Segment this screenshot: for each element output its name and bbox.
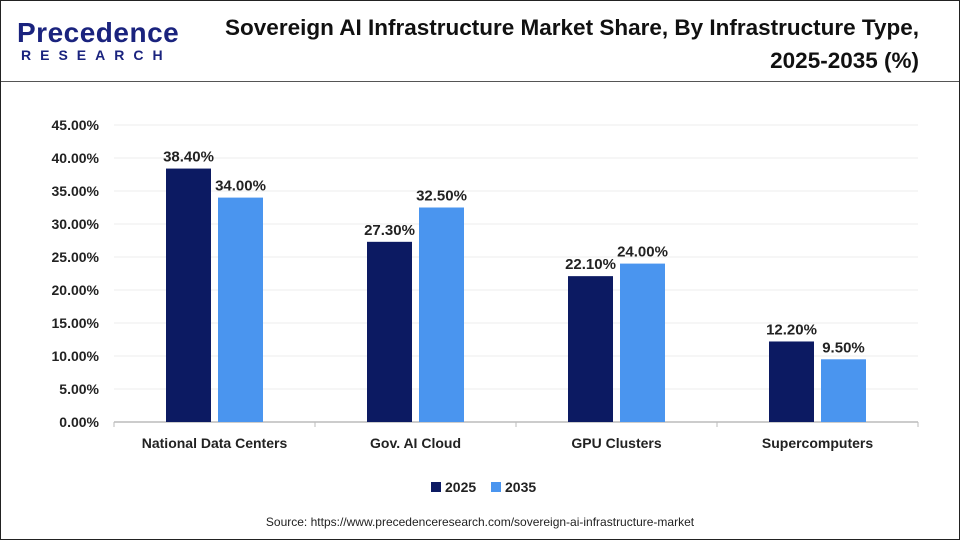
y-tick-label: 15.00% xyxy=(52,315,100,331)
y-tick-label: 40.00% xyxy=(52,150,100,166)
bar-2025 xyxy=(568,276,613,422)
data-label: 12.20% xyxy=(766,321,817,338)
y-tick-label: 45.00% xyxy=(52,117,100,133)
bar-2035 xyxy=(218,197,263,422)
legend-label: 2035 xyxy=(505,479,536,495)
x-tick-label: National Data Centers xyxy=(142,435,288,451)
y-tick-label: 0.00% xyxy=(59,414,99,430)
x-tick-label: GPU Clusters xyxy=(571,435,661,451)
bar-2025 xyxy=(166,168,211,422)
data-label: 38.40% xyxy=(163,149,214,166)
data-label: 27.30% xyxy=(364,222,415,239)
y-tick-label: 20.00% xyxy=(52,282,100,298)
logo: Precedence RESEARCH xyxy=(17,17,180,64)
y-tick-label: 35.00% xyxy=(52,183,100,199)
legend-swatch-2035 xyxy=(491,482,501,492)
bar-2035 xyxy=(419,207,464,422)
data-label: 32.50% xyxy=(416,188,467,205)
bar-2025 xyxy=(769,341,814,422)
data-label: 34.00% xyxy=(215,178,266,195)
bar-2025 xyxy=(367,241,412,422)
header-divider xyxy=(1,81,959,82)
x-tick-label: Supercomputers xyxy=(762,435,873,451)
logo-name: Precedence xyxy=(17,17,180,48)
bar-2035 xyxy=(620,263,665,422)
data-label: 9.50% xyxy=(822,339,865,356)
y-tick-label: 25.00% xyxy=(52,249,100,265)
legend-swatch-2025 xyxy=(431,482,441,492)
logo-sub: RESEARCH xyxy=(21,47,172,63)
data-label: 22.10% xyxy=(565,256,616,273)
y-tick-label: 10.00% xyxy=(52,348,100,364)
y-tick-label: 5.00% xyxy=(59,381,99,397)
x-tick-label: Gov. AI Cloud xyxy=(370,435,461,451)
chart-title: Sovereign AI Infrastructure Market Share… xyxy=(225,15,919,73)
y-tick-label: 30.00% xyxy=(52,216,100,232)
bar-2035 xyxy=(821,359,866,422)
source-note: Source: https://www.precedenceresearch.c… xyxy=(266,515,695,529)
legend-label: 2025 xyxy=(445,479,476,495)
data-label: 24.00% xyxy=(617,244,668,261)
